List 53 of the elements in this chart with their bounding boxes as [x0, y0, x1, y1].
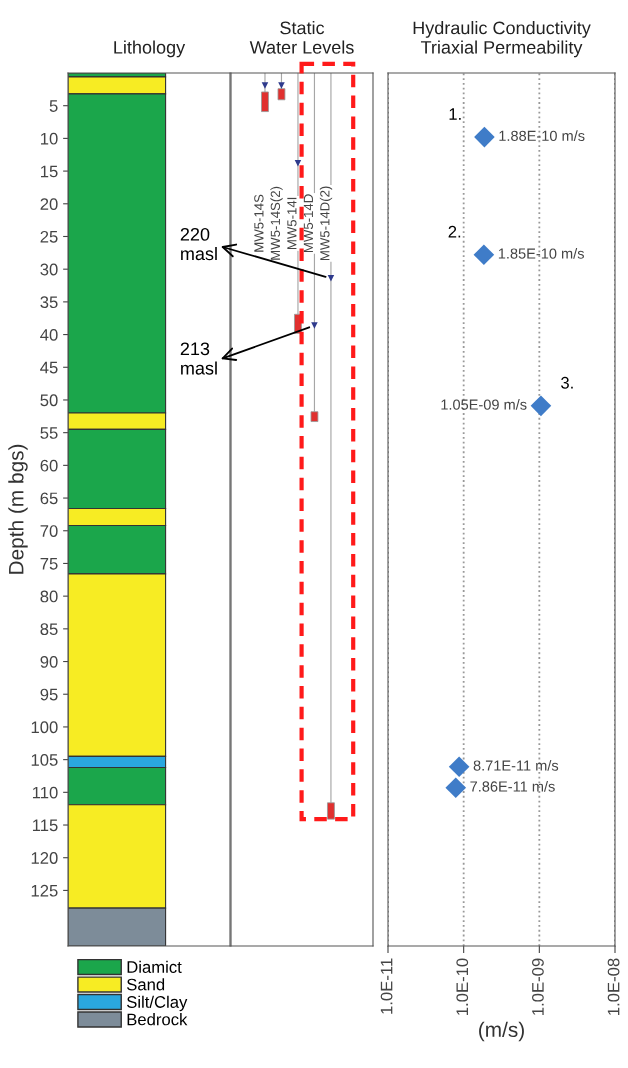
y-tick-label: 35 [40, 296, 58, 309]
annotation: 213 masl [180, 342, 217, 375]
y-tick-label: 5 [49, 100, 58, 112]
y-tick-label: 30 [40, 263, 58, 276]
y-tick-label: 20 [40, 198, 58, 210]
y-tick-label: 10 [41, 132, 58, 145]
y-tick-label: 45 [40, 361, 58, 374]
y-axis-title: Depth (m bgs) [8, 444, 28, 574]
y-tick-label: 75 [40, 558, 58, 570]
y-tick-label: 15 [41, 165, 58, 178]
x-tick-label: MW5-14I [287, 197, 297, 250]
y-tick-label: 50 [40, 394, 58, 407]
y-tick-label: 90 [40, 655, 58, 668]
y-tick-label: 25 [40, 230, 58, 243]
y-tick-label: 100 [31, 721, 58, 734]
y-tick-label: 70 [40, 525, 58, 537]
y-tick-label: 55 [40, 427, 58, 439]
legend-label: Silt/Clay [127, 995, 188, 1012]
annotation: 1. [449, 108, 461, 120]
y-tick-label: 110 [32, 786, 58, 799]
y-tick-label: 115 [32, 819, 58, 832]
data-label: 1.05E-09 m/s [441, 399, 527, 410]
x-tick-label: 1.0E-09 [532, 958, 544, 1015]
y-tick-label: 120 [31, 852, 58, 864]
x-tick-label: MW5-14D(2) [319, 186, 333, 261]
y-tick-label: 125 [31, 884, 58, 897]
x-tick-label: 1.0E-10 [456, 958, 469, 1015]
y-tick-label: 80 [40, 590, 58, 603]
legend-label: Sand [127, 978, 165, 991]
x-tick-label: 1.0E-08 [607, 958, 620, 1015]
annotation: 3. [561, 376, 573, 389]
x-tick-label: MW5-14S [254, 194, 264, 252]
data-label: 7.86E-11 m/s [470, 780, 555, 792]
chart-title: Lithology [114, 40, 186, 58]
x-tick-label: MW5-14D [303, 194, 314, 253]
chart-title: Static Water Levels [249, 21, 354, 54]
y-tick-label: 105 [31, 754, 58, 766]
data-label: 1.88E-10 m/s [499, 130, 585, 141]
x-tick-label: 1.0E-11 [380, 958, 393, 1014]
y-tick-label: 95 [40, 688, 58, 701]
data-label: 8.71E-11 m/s [473, 760, 559, 771]
x-tick-label: MW5-14S(2) [270, 186, 283, 260]
legend-label: Diamict [127, 960, 182, 973]
y-tick-label: 85 [40, 623, 58, 636]
y-tick-label: 65 [40, 492, 58, 505]
chart-title: Hydraulic Conductivity Triaxial Permeability [413, 21, 591, 58]
y-tick-label: 60 [40, 459, 58, 472]
y-tick-label: 40 [40, 328, 58, 341]
data-label: 1.85E-10 m/s [498, 248, 584, 259]
legend-label: Bedrock [127, 1013, 188, 1026]
annotation: 220 masl [180, 227, 217, 261]
x-axis-title: (m/s) [479, 1021, 524, 1042]
annotation: 2. [448, 225, 461, 238]
